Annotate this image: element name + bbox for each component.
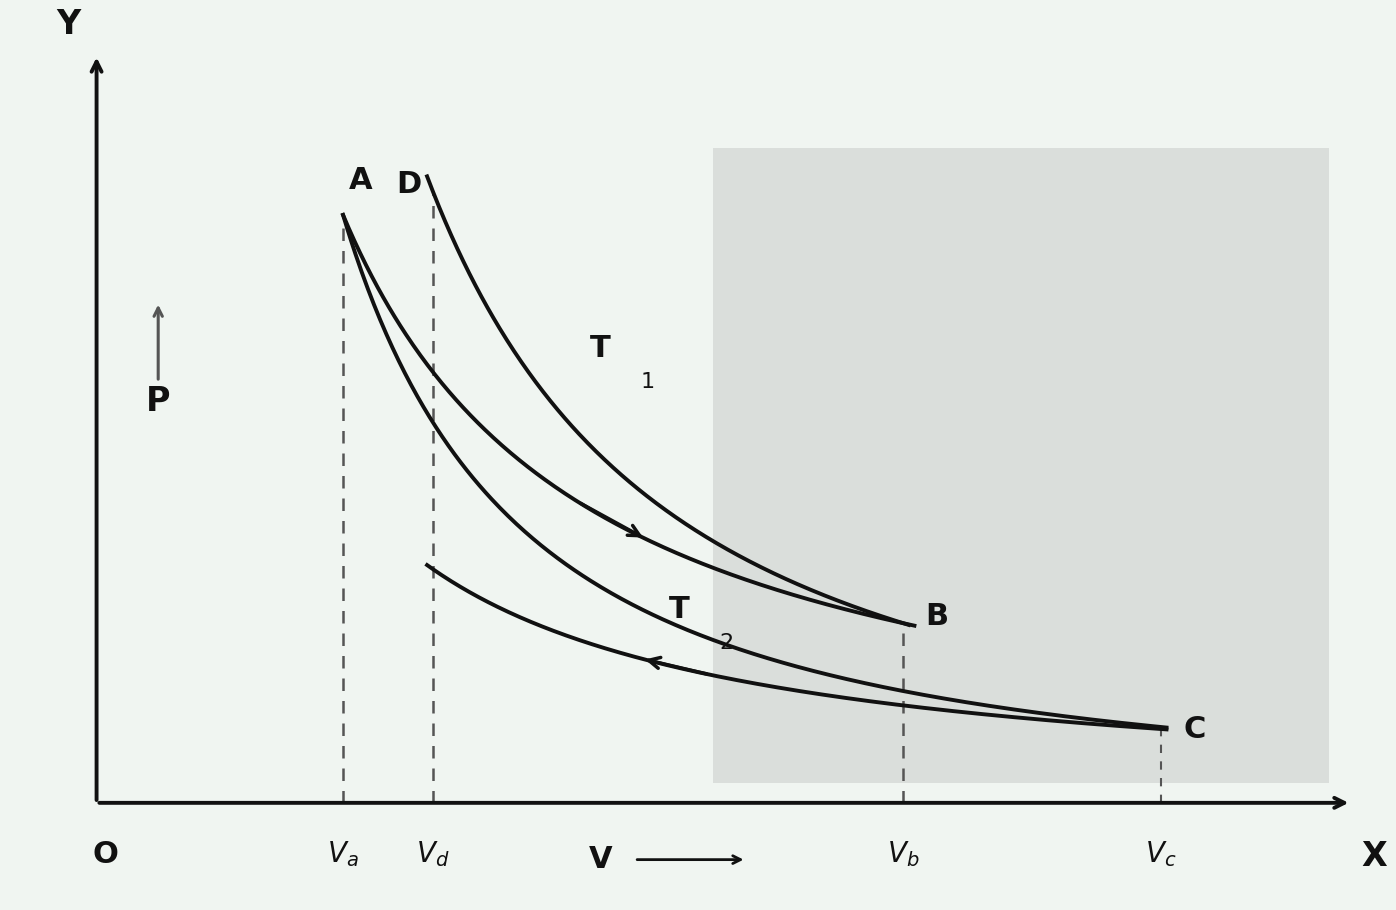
Text: A: A xyxy=(349,166,373,195)
Text: D: D xyxy=(396,170,422,198)
Text: C: C xyxy=(1184,714,1206,743)
Text: B: B xyxy=(926,602,949,631)
Text: V$_b$: V$_b$ xyxy=(886,840,920,869)
Text: V$_a$: V$_a$ xyxy=(327,840,359,869)
Text: V$_d$: V$_d$ xyxy=(416,840,450,869)
Text: Y: Y xyxy=(56,8,81,41)
Text: P: P xyxy=(147,386,170,419)
Text: O: O xyxy=(92,840,119,868)
Text: T: T xyxy=(591,334,611,363)
FancyBboxPatch shape xyxy=(713,148,1329,783)
Text: 1: 1 xyxy=(641,372,655,392)
Text: V: V xyxy=(589,845,613,875)
Text: X: X xyxy=(1361,840,1386,873)
Text: T: T xyxy=(669,594,690,623)
Text: V$_c$: V$_c$ xyxy=(1145,840,1177,869)
Text: 2: 2 xyxy=(719,632,733,652)
